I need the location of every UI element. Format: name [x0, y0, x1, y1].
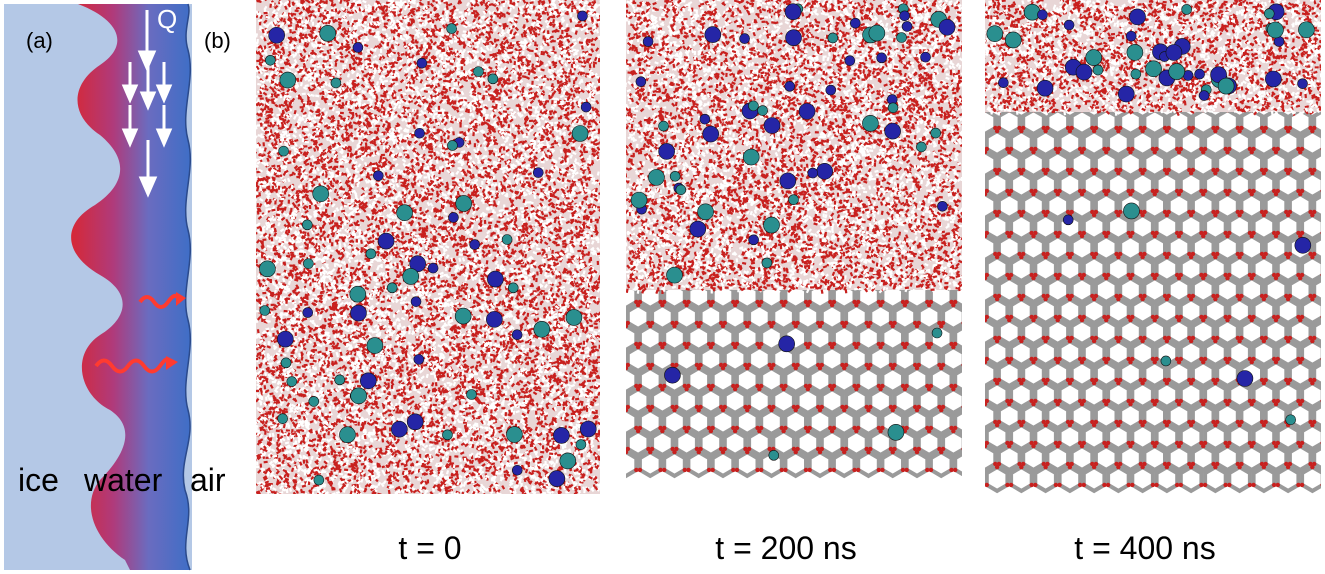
- panel-b-label: (b): [204, 28, 231, 54]
- air-label: air: [190, 462, 226, 499]
- heat-symbol-q: Q: [157, 4, 177, 35]
- time-label-t200: t = 200 ns: [666, 530, 906, 567]
- ions: [1062, 202, 1312, 426]
- snapshot-t200: [626, 0, 962, 479]
- water-air-interface: [182, 3, 192, 571]
- snapshot-t0: [256, 0, 600, 494]
- ice-label: ice: [18, 462, 59, 499]
- time-label-t400: t = 400 ns: [1025, 530, 1265, 567]
- heat-flux-arrows: [121, 10, 173, 198]
- ions: [259, 10, 597, 487]
- ice-water-air-schematic: [4, 3, 192, 571]
- ions: [664, 327, 943, 461]
- ice-lattice: [626, 281, 962, 479]
- snapshot-t400: [985, 0, 1321, 494]
- ions: [986, 3, 1315, 103]
- water-region: [71, 4, 191, 570]
- time-label-t0: t = 0: [310, 530, 550, 567]
- ice-lattice: [985, 107, 1321, 494]
- liquid-water-molecules: [256, 0, 600, 494]
- radiation-arrows: [94, 292, 186, 374]
- ions: [630, 3, 956, 284]
- liquid-water-molecules: [626, 0, 962, 294]
- panel-a-label: (a): [26, 28, 53, 54]
- water-label: water: [84, 462, 162, 499]
